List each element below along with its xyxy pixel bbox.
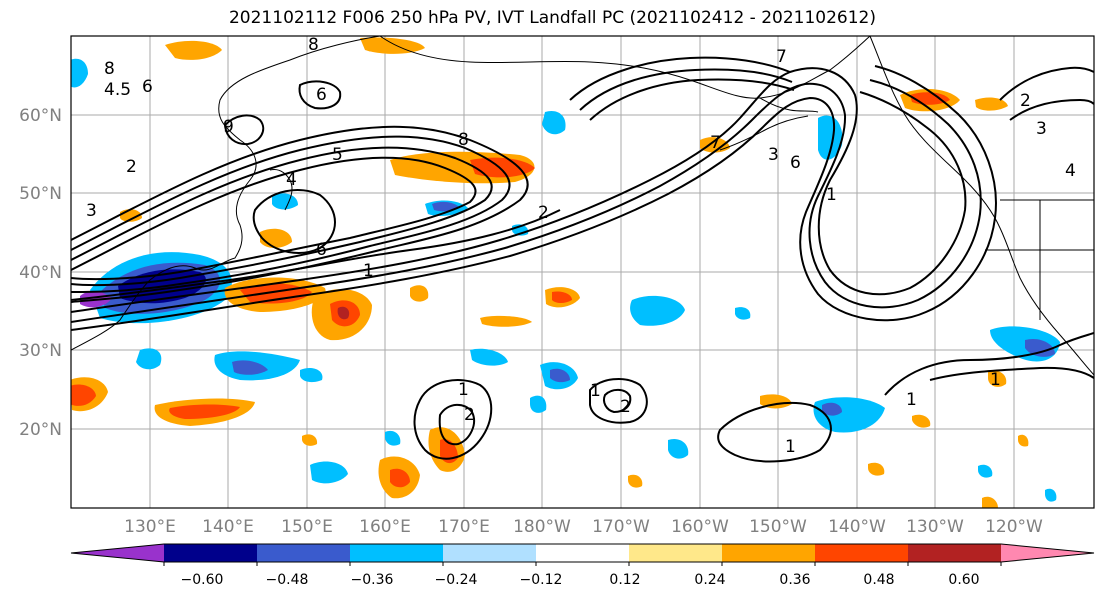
lon-label: 170°E [438,517,490,537]
colorbar-segment [257,544,351,562]
lon-label: 180°W [513,517,571,537]
lat-label: 20°N [19,420,62,440]
colorbar-segment [443,544,537,562]
contour-label: 6 [316,85,327,105]
lon-axis: 130°E 140°E 150°E 160°E 170°E 180°W 170°… [124,517,1043,537]
lon-label: 140°E [202,517,254,537]
colorbar-segment [350,544,444,562]
lon-label: 120°W [985,517,1043,537]
colorbar-tick-label: 0.24 [694,572,725,588]
lat-label: 30°N [19,341,62,361]
contour-label: 6 [790,153,801,173]
coastlines [71,36,1094,376]
colorbar-segment [629,544,723,562]
contour-label: 4.5 [104,80,131,100]
colorbar-extend-high [1001,544,1094,562]
contour-label: 1 [990,370,1001,390]
contour-label: 1 [826,185,837,205]
contour-label: 2 [1020,91,1031,111]
contour-label: 2 [538,203,549,223]
lat-label: 60°N [19,106,62,126]
contour-label: 9 [223,117,234,137]
contour-label: 6 [316,240,327,260]
contour-label: 8 [308,35,319,55]
colorbar-segment [908,544,1002,562]
contour-label: 1 [906,390,917,410]
contour-label: 3 [768,145,779,165]
contour-label: 1 [458,380,469,400]
colorbar-tick-label: −0.36 [351,572,394,588]
colorbar-segment [815,544,909,562]
contour-label: 2 [464,405,475,425]
lat-label: 50°N [19,184,62,204]
contour-label: 1 [363,261,374,281]
contour-label: 4 [1065,161,1076,181]
colorbar-segment [164,544,258,562]
lat-label: 40°N [19,263,62,283]
colorbar-tick-label: −0.60 [181,572,224,588]
colorbar [70,543,1095,566]
lon-label: 130°E [124,517,176,537]
lon-label: 160°E [359,517,411,537]
lon-label: 150°W [749,517,807,537]
contour-labels: 8 4.5 6 6 9 2 3 5 4 6 8 8 2 1 1 2 1 2 7 … [86,35,1076,457]
contour-label: 2 [620,397,631,417]
contour-label: 1 [785,437,796,457]
colorbar-tick-label: 0.60 [948,572,979,588]
map-frame [70,35,1095,509]
map-title: 2021102112 F006 250 hPa PV, IVT Landfall… [228,8,876,28]
colorbar-tick-label: −0.12 [520,572,563,588]
colorbar-tick-label: −0.24 [435,572,478,588]
lon-label: 150°E [281,517,333,537]
contour-label: 4 [286,170,297,190]
lon-label: 170°W [592,517,650,537]
colorbar-tick-label: 0.12 [609,572,640,588]
colorbar-ticks: −0.60 −0.48 −0.36 −0.24 −0.12 0.12 0.24 … [181,572,980,588]
colorbar-segment [536,544,630,562]
colorbar-extend-low [71,544,164,562]
lat-axis: 60°N 50°N 40°N 30°N 20°N [19,106,62,440]
lon-label: 130°W [906,517,964,537]
contour-label: 2 [126,157,137,177]
contour-label: 3 [86,201,97,221]
contour-label: 7 [776,47,787,67]
contour-label: 5 [332,145,343,165]
contour-label: 6 [142,77,153,97]
contour-label: 8 [458,130,469,150]
colorbar-tick-label: 0.48 [863,572,894,588]
contour-label: 3 [1036,119,1047,139]
lon-label: 160°W [671,517,729,537]
colorbar-tick-label: 0.36 [779,572,810,588]
contour-label: 8 [104,59,115,79]
contour-label: 1 [590,381,601,401]
ivt-contours [71,56,1094,463]
contour-label: 7 [710,133,721,153]
lon-label: 140°W [828,517,886,537]
colorbar-tick-label: −0.48 [266,572,309,588]
colorbar-segment [722,544,816,562]
